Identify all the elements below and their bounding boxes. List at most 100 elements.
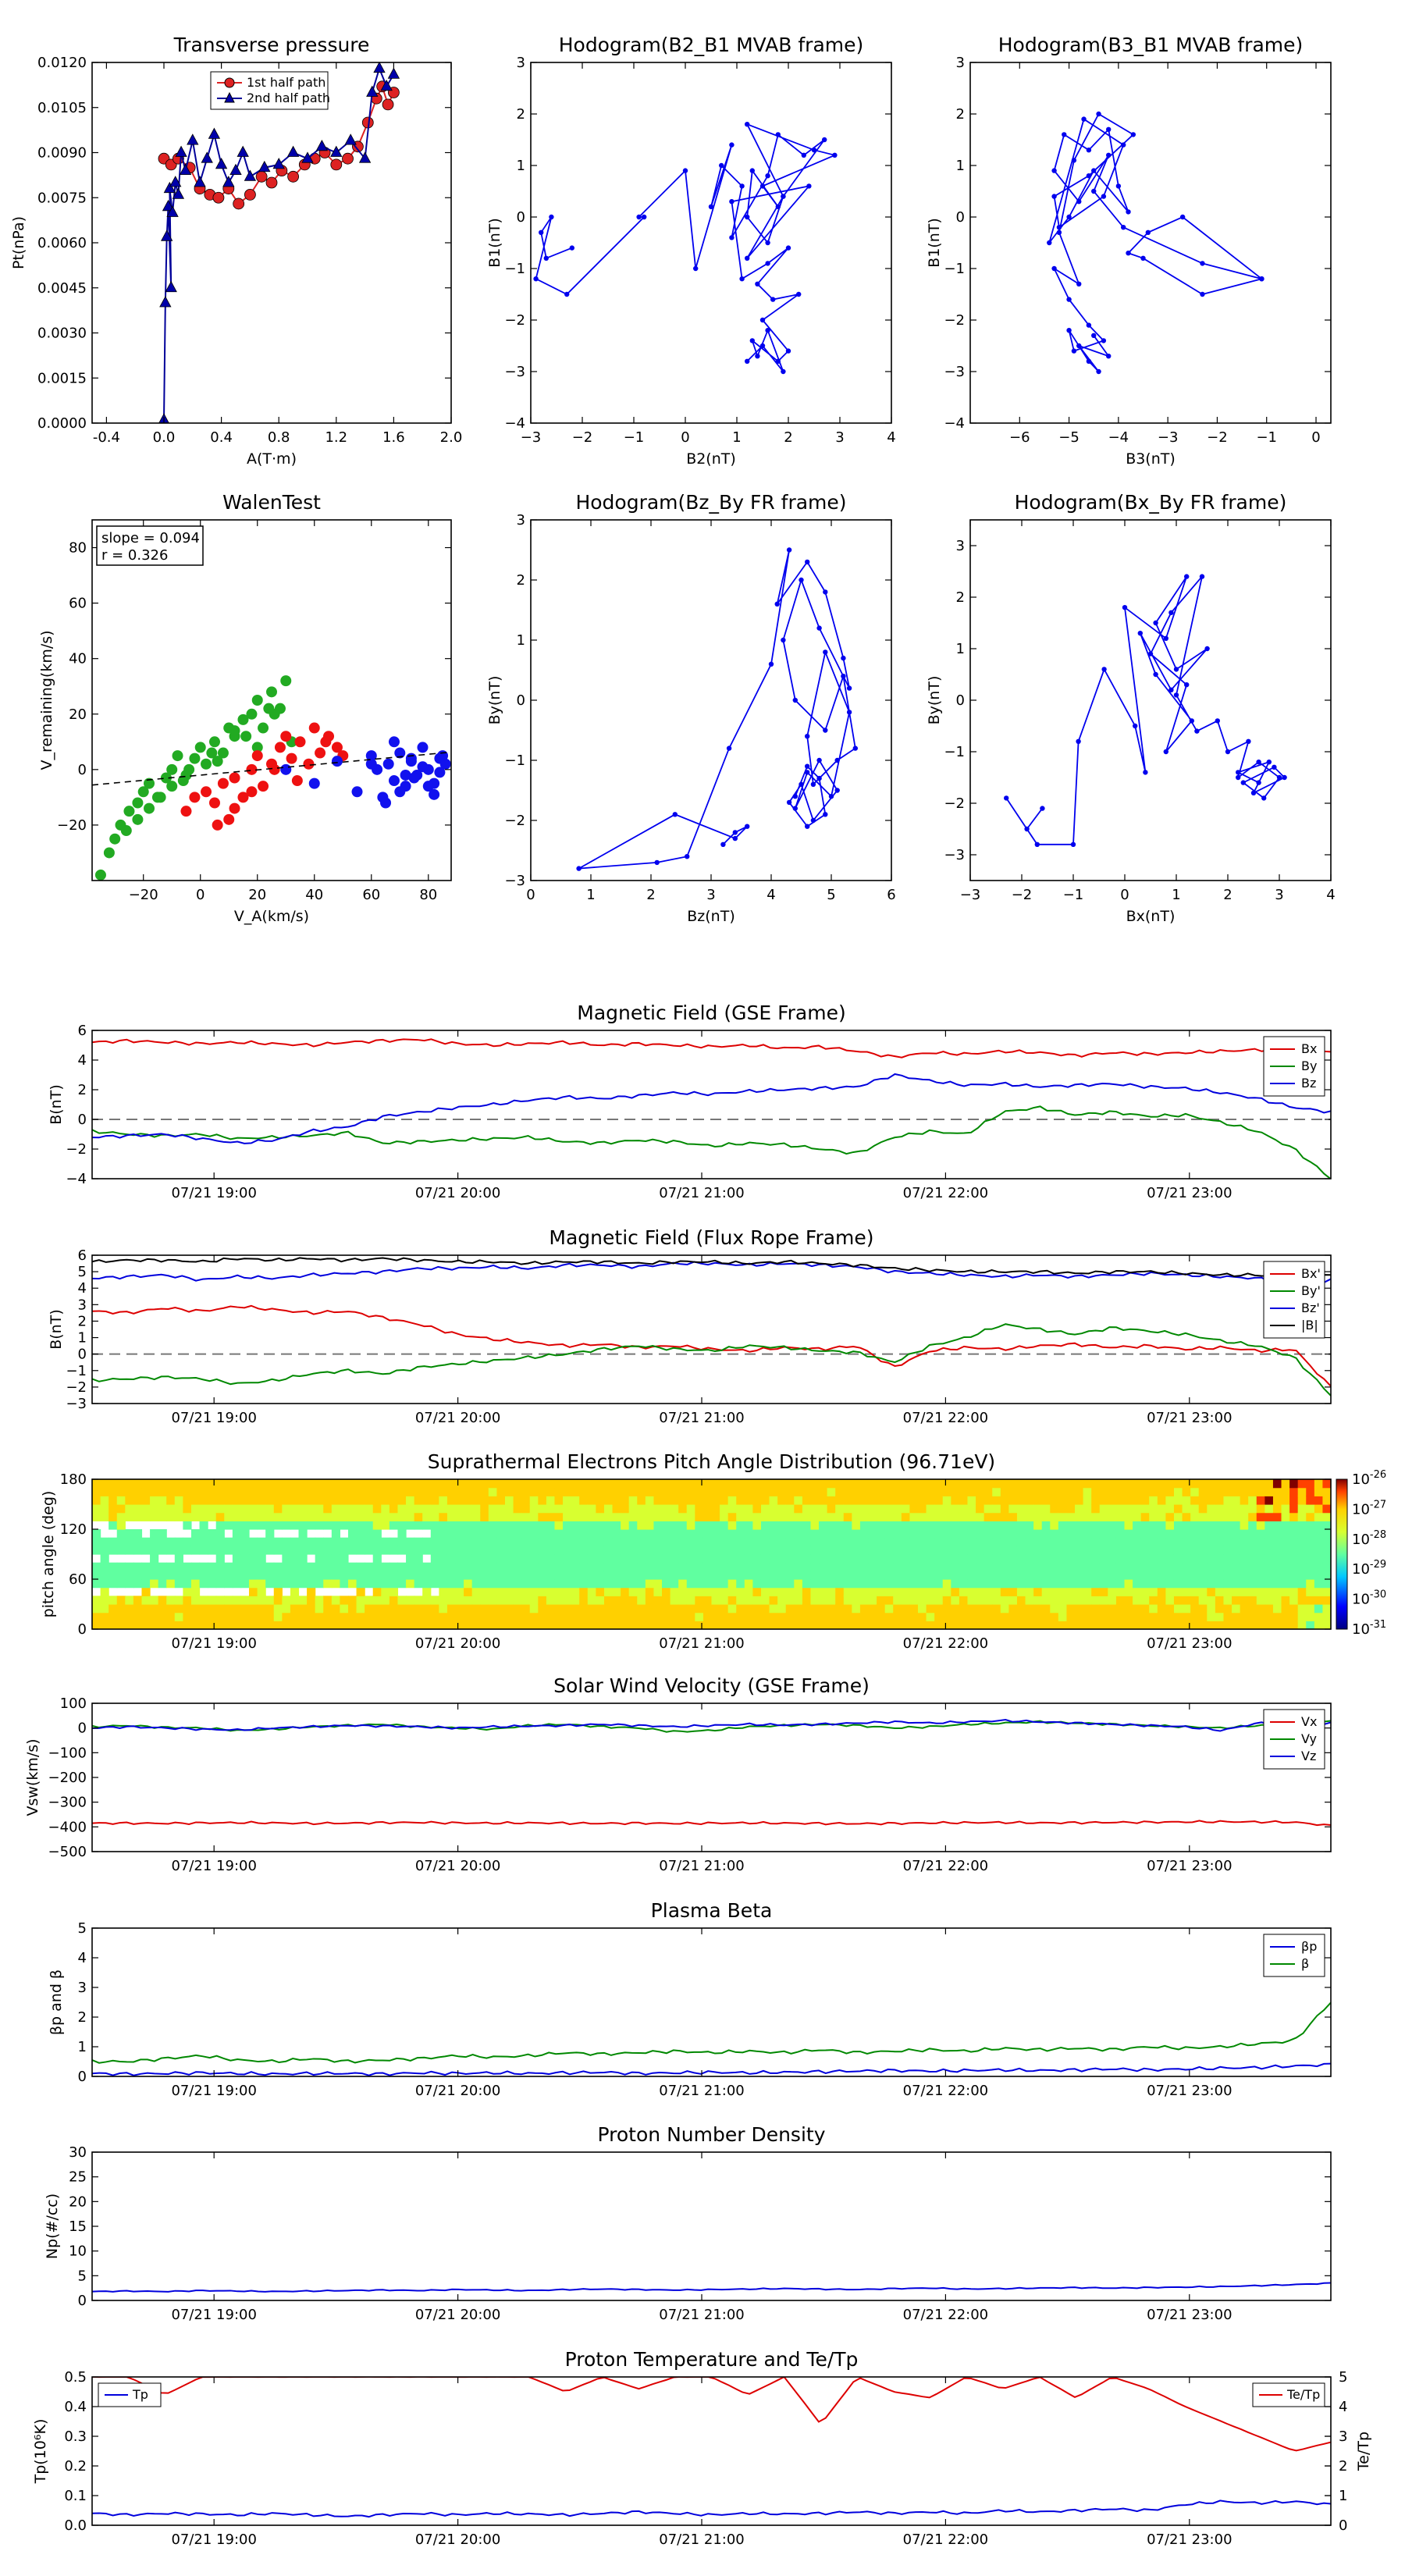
y-tick-label: −4: [504, 415, 525, 432]
heatmap-cell: [702, 1546, 713, 1555]
heatmap-cell: [1215, 1571, 1225, 1580]
x-tick-label: 07/21 21:00: [659, 1410, 744, 1426]
heatmap-cell: [150, 1571, 159, 1580]
heatmap-cell: [158, 1487, 167, 1496]
heatmap-cell: [513, 1512, 522, 1521]
heatmap-cell: [1149, 1537, 1158, 1546]
heatmap-cell: [174, 1496, 183, 1505]
heatmap-cell: [414, 1512, 423, 1521]
heatmap-cell: [1041, 1587, 1051, 1596]
heatmap-cell: [1190, 1546, 1200, 1555]
heatmap-cell: [744, 1554, 753, 1564]
y-tick-label: 0.5: [64, 2369, 87, 2386]
y-axis-label: Pt(nPa): [10, 216, 27, 269]
data-point: [1076, 343, 1082, 349]
data-point: [810, 781, 816, 787]
heatmap-cell: [959, 1496, 969, 1505]
x-tick-label: 07/21 21:00: [659, 2532, 744, 2548]
heatmap-cell: [976, 1512, 985, 1521]
heatmap-cell: [1289, 1621, 1299, 1629]
heatmap-cell: [315, 1504, 324, 1514]
heatmap-cell: [282, 1612, 291, 1621]
heatmap-cell: [1099, 1504, 1108, 1514]
heatmap-cell: [563, 1487, 572, 1496]
heatmap-cell: [827, 1496, 836, 1505]
y-tick-label: 0.1: [64, 2488, 87, 2504]
data-point: [177, 775, 189, 787]
heatmap-cell: [621, 1504, 630, 1514]
heatmap-cell: [273, 1596, 283, 1605]
heatmap-cell: [331, 1512, 340, 1521]
heatmap-cell: [158, 1562, 167, 1571]
data-point: [1199, 574, 1205, 579]
heatmap-cell: [843, 1546, 852, 1555]
heatmap-cell: [406, 1487, 415, 1496]
heatmap-cell: [406, 1554, 415, 1564]
heatmap-cell: [347, 1571, 357, 1580]
heatmap-cell: [1133, 1504, 1142, 1514]
heatmap-cell: [1025, 1521, 1034, 1530]
heatmap-cell: [1232, 1487, 1241, 1496]
heatmap-cell: [859, 1537, 870, 1546]
heatmap-cell: [1223, 1604, 1232, 1614]
heatmap-cell: [1108, 1612, 1117, 1621]
heatmap-cell: [859, 1521, 870, 1530]
heatmap-cell: [959, 1521, 969, 1530]
data-point: [169, 176, 182, 187]
heatmap-cell: [1232, 1554, 1241, 1564]
x-tick-label: 07/21 23:00: [1147, 1185, 1232, 1201]
heatmap-cell: [150, 1612, 159, 1621]
y-tick-label: 0.0120: [37, 55, 87, 71]
heatmap-cell: [397, 1479, 407, 1489]
heatmap-cell: [720, 1537, 729, 1546]
data-point: [816, 625, 822, 631]
heatmap-cell: [224, 1604, 233, 1614]
heatmap-cell: [208, 1529, 217, 1539]
data-point: [1056, 229, 1062, 235]
heatmap-cell: [942, 1604, 951, 1614]
data-point: [208, 736, 220, 748]
heatmap-cell: [307, 1487, 316, 1496]
heatmap-cell: [827, 1596, 836, 1605]
heatmap-cell: [678, 1496, 688, 1505]
heatmap-cell: [976, 1604, 985, 1614]
heatmap-cell: [439, 1571, 448, 1580]
heatmap-cell: [480, 1546, 489, 1555]
heatmap-cell: [1232, 1596, 1241, 1605]
heatmap-cell: [877, 1496, 886, 1505]
heatmap-cell: [538, 1554, 547, 1564]
heatmap-cell: [868, 1612, 877, 1621]
heatmap-cell: [125, 1487, 134, 1496]
heatmap-cell: [859, 1487, 870, 1496]
y-tick-label: 3: [78, 1980, 87, 1996]
heatmap-cell: [596, 1587, 605, 1596]
y-tick-label: 0: [78, 1621, 87, 1638]
heatmap-cell: [1240, 1479, 1249, 1489]
heatmap-cell: [959, 1587, 969, 1596]
heatmap-cell: [612, 1562, 621, 1571]
legend-label: |B|: [1301, 1318, 1318, 1332]
heatmap-cell: [480, 1537, 489, 1546]
heatmap-cell: [1215, 1504, 1225, 1514]
data-point: [685, 854, 690, 859]
y-tick-label: 3: [78, 1297, 87, 1313]
heatmap-cell: [827, 1529, 836, 1539]
heatmap-cell: [571, 1621, 580, 1629]
series-line-1: [92, 1820, 1331, 1827]
heatmap-cell: [976, 1562, 985, 1571]
heatmap-cell: [596, 1571, 605, 1580]
y-axis-label: Tp(10⁶K): [32, 2419, 49, 2485]
heatmap-cell: [934, 1529, 944, 1539]
heatmap-cell: [752, 1537, 762, 1546]
heatmap-cell: [645, 1621, 655, 1629]
heatmap-cell: [389, 1596, 399, 1605]
data-point: [382, 98, 394, 111]
heatmap-cell: [513, 1529, 522, 1539]
heatmap-cell: [662, 1554, 671, 1564]
heatmap-cell: [496, 1529, 506, 1539]
heatmap-cell: [183, 1596, 192, 1605]
heatmap-cell: [488, 1529, 498, 1539]
heatmap-cell: [859, 1562, 870, 1571]
heatmap-cell: [901, 1579, 911, 1589]
data-point: [166, 781, 178, 792]
